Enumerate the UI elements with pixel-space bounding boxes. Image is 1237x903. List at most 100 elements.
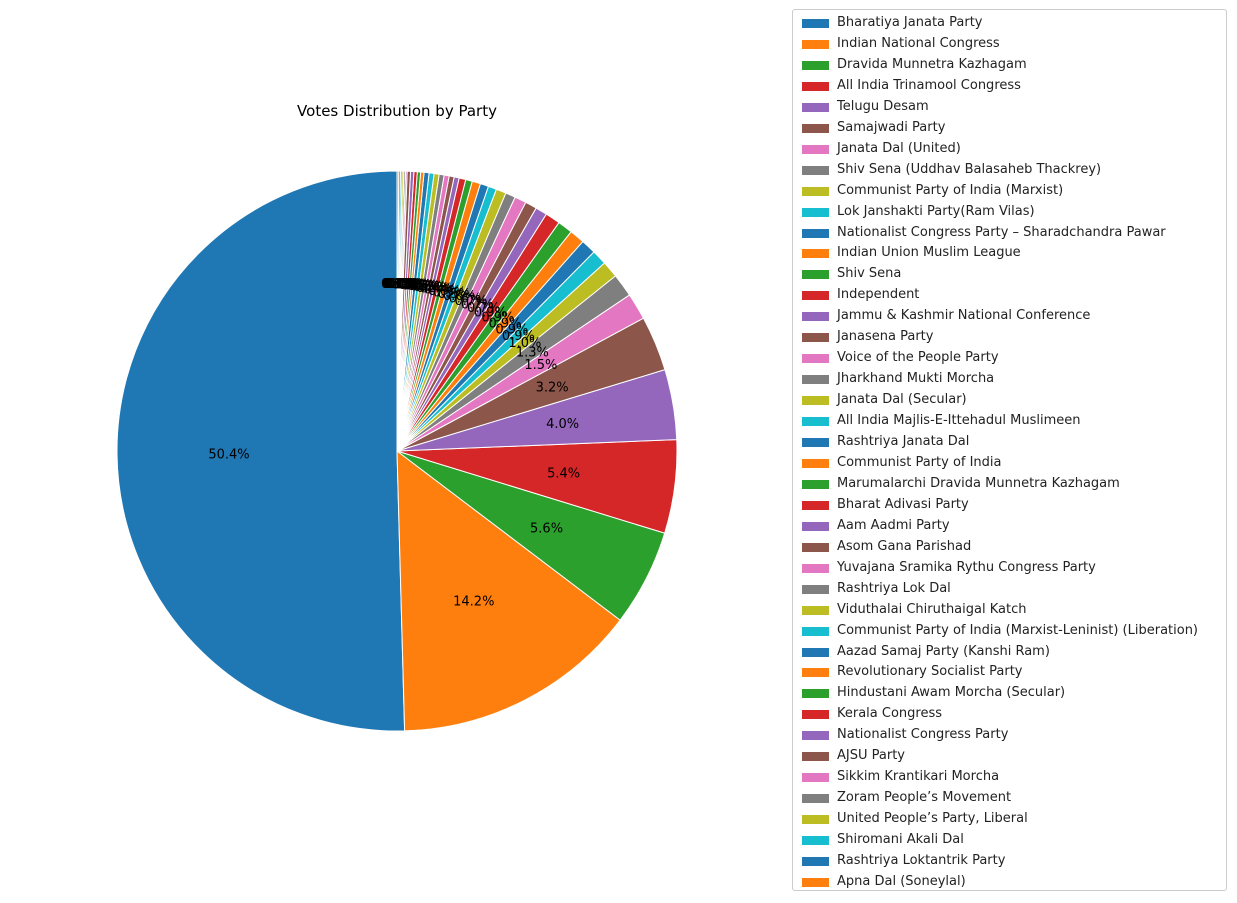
legend-entry: Zoram People’s Movement xyxy=(793,788,1226,808)
legend-label: Communist Party of India xyxy=(837,454,1002,470)
legend-entry: Voice of the People Party xyxy=(793,348,1226,368)
legend-label: Hindustani Awam Morcha (Secular) xyxy=(837,685,1066,701)
legend-swatch xyxy=(802,857,829,866)
legend-entry: Indian Union Muslim League xyxy=(793,243,1226,263)
legend-label: Shiromani Akali Dal xyxy=(837,832,964,848)
pct-label: 0.3% xyxy=(413,280,446,295)
pie-slice xyxy=(116,170,406,732)
pct-label: 0.2% xyxy=(394,278,427,293)
legend-label: Janasena Party xyxy=(837,329,934,345)
pct-label: 0.1% xyxy=(386,277,419,292)
pct-label: 1.5% xyxy=(524,358,557,373)
pct-label: 0.3% xyxy=(407,279,440,294)
pct-label: 0.1% xyxy=(381,277,414,292)
legend-label: Telugu Desam xyxy=(837,98,929,114)
legend-entry: Revolutionary Socialist Party xyxy=(793,662,1226,682)
legend-entry: Rashtriya Loktantrik Party xyxy=(793,851,1226,871)
legend-label: Jammu & Kashmir National Conference xyxy=(837,308,1091,324)
pct-label: 0.3% xyxy=(404,279,437,294)
legend-entry: Hindustani Awam Morcha (Secular) xyxy=(793,683,1226,703)
legend-entry: Independent xyxy=(793,285,1226,305)
pct-label: 0.5% xyxy=(428,284,461,299)
legend-label: Shiv Sena xyxy=(837,266,902,282)
legend-swatch xyxy=(802,39,829,49)
legend-swatch xyxy=(802,186,829,196)
pct-label: 0.9% xyxy=(489,316,522,331)
legend-label: Rashtriya Lok Dal xyxy=(837,580,951,596)
legend-label: Yuvajana Sramika Rythu Congress Party xyxy=(837,559,1096,575)
pct-label: 50.4% xyxy=(208,447,249,462)
pct-label: 0.3% xyxy=(398,278,431,293)
legend-swatch xyxy=(802,291,829,301)
legend-swatch xyxy=(802,165,829,175)
pct-label: 0.1% xyxy=(384,277,417,292)
pct-label: 3.2% xyxy=(536,380,569,395)
legend-swatch xyxy=(802,81,829,91)
legend-entry: Bharatiya Janata Party xyxy=(793,13,1226,33)
legend-label: AJSU Party xyxy=(837,748,905,764)
legend-label: Indian National Congress xyxy=(837,35,1000,51)
legend-swatch xyxy=(802,605,829,615)
legend-label: Lok Janshakti Party(Ram Vilas) xyxy=(837,203,1035,219)
legend-label: Revolutionary Socialist Party xyxy=(837,664,1023,680)
legend-swatch xyxy=(802,836,829,846)
legend-swatch xyxy=(802,144,829,154)
legend-label: All India Majlis-E-Ittehadul Muslimeen xyxy=(837,413,1081,429)
pct-label: 0.3% xyxy=(416,281,449,296)
pct-label: 0.9% xyxy=(481,311,514,326)
legend-entry: Shiv Sena xyxy=(793,264,1226,284)
legend-swatch xyxy=(802,521,829,531)
legend-label: Asom Gana Parishad xyxy=(837,538,972,554)
legend-entry: Apna Dal (Soneylal) xyxy=(793,872,1226,892)
pct-label: 0.1% xyxy=(383,277,416,292)
pct-label: 0.1% xyxy=(385,277,418,292)
legend-label: Sikkim Krantikari Morcha xyxy=(837,769,1000,785)
pct-label: 0.7% xyxy=(467,301,500,316)
pct-label: 5.6% xyxy=(530,522,563,537)
legend-entry: Telugu Desam xyxy=(793,97,1226,117)
legend-label: Communist Party of India (Marxist-Lenini… xyxy=(837,622,1199,638)
legend-swatch xyxy=(802,877,829,887)
legend-label: Viduthalai Chiruthaigal Katch xyxy=(837,601,1027,617)
legend-label: Rashtriya Loktantrik Party xyxy=(837,853,1006,868)
pct-label: 0.4% xyxy=(420,282,453,297)
legend-swatch xyxy=(802,710,829,720)
legend-swatch xyxy=(802,396,829,406)
pct-label: 14.2% xyxy=(453,594,494,609)
legend-entry: Janata Dal (Secular) xyxy=(793,390,1226,410)
legend-entry: Dravida Munnetra Kazhagam xyxy=(793,55,1226,75)
legend-swatch xyxy=(802,626,829,636)
legend-label: Apna Dal (Soneylal) xyxy=(837,873,966,889)
legend-swatch xyxy=(802,270,829,280)
pct-label: 0.2% xyxy=(396,278,429,293)
legend-swatch xyxy=(802,773,829,783)
legend-label: Samajwadi Party xyxy=(837,119,946,135)
legend-entry: Aazad Samaj Party (Kanshi Ram) xyxy=(793,642,1226,662)
legend-swatch xyxy=(802,815,829,825)
legend-entry: United People’s Party, Liberal xyxy=(793,809,1226,829)
legend-label: Jharkhand Mukti Morcha xyxy=(837,371,995,387)
legend-swatch xyxy=(802,60,829,70)
pct-label: 0.5% xyxy=(438,287,471,302)
pct-label: 0.7% xyxy=(455,294,488,309)
legend-swatch xyxy=(802,438,829,447)
legend-label: Aazad Samaj Party (Kanshi Ram) xyxy=(837,643,1050,659)
chart-title: Votes Distribution by Party xyxy=(297,102,497,120)
legend-label: Communist Party of India (Marxist) xyxy=(837,182,1064,198)
pct-label: 4.0% xyxy=(546,417,579,432)
pct-label: 5.4% xyxy=(547,467,580,482)
legend-entry: Marumalarchi Dravida Munnetra Kazhagam xyxy=(793,474,1226,494)
legend-entry: Shiromani Akali Dal xyxy=(793,830,1226,850)
legend-label: Indian Union Muslim League xyxy=(837,245,1021,261)
legend-swatch xyxy=(802,542,829,552)
legend-label: Shiv Sena (Uddhav Balasaheb Thackrey) xyxy=(837,161,1102,177)
legend-label: Dravida Munnetra Kazhagam xyxy=(837,56,1027,72)
legend-entry: Shiv Sena (Uddhav Balasaheb Thackrey) xyxy=(793,160,1226,180)
legend-label: Bharat Adivasi Party xyxy=(837,496,969,512)
legend-entry: Lok Janshakti Party(Ram Vilas) xyxy=(793,202,1226,222)
legend-entry: Jharkhand Mukti Morcha xyxy=(793,369,1226,389)
pct-label: 0.6% xyxy=(443,289,476,304)
legend-label: Bharatiya Janata Party xyxy=(837,15,983,30)
legend-entry: AJSU Party xyxy=(793,746,1226,766)
legend-swatch xyxy=(802,102,829,112)
